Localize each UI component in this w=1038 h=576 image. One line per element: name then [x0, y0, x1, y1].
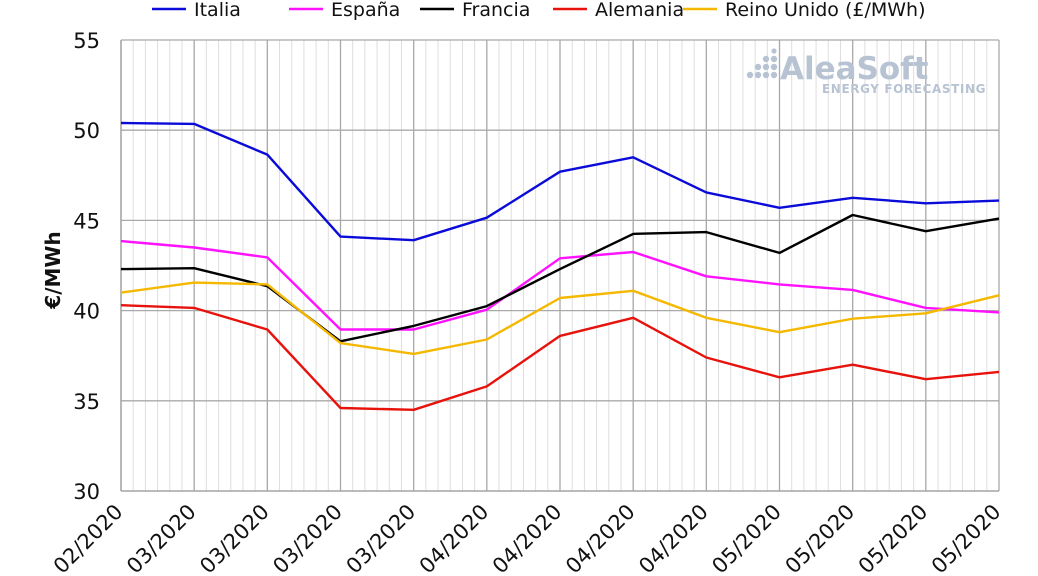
x-tick-label: 03/2020	[122, 500, 201, 576]
logo-dot	[762, 71, 770, 79]
y-tick-label: 55	[73, 29, 100, 53]
y-tick-label: 45	[73, 209, 100, 233]
logo-dot	[746, 71, 754, 79]
x-tick-label: 03/2020	[342, 500, 421, 576]
watermark-tagline: ENERGY FORECASTING	[822, 82, 986, 96]
x-tick-label: 03/2020	[195, 500, 274, 576]
legend: Italia España Francia Alemania Reino Unido (…	[152, 0, 926, 21]
logo-dot	[770, 71, 778, 79]
logo-dot	[770, 55, 778, 63]
legend-label: Reino Unido (£/MWh)	[725, 0, 926, 21]
legend-label: Alemania	[595, 0, 684, 21]
y-tick-label: 40	[73, 300, 100, 324]
x-tick-label: 05/2020	[854, 500, 933, 576]
x-tick-label: 03/2020	[268, 500, 347, 576]
aleasoft-watermark: AleaSoft ENERGY FORECASTING	[746, 48, 986, 96]
x-tick-label: 02/2020	[49, 500, 128, 576]
logo-dot	[754, 71, 762, 79]
x-tick-labels: 02/202003/202003/202003/202003/202004/20…	[49, 500, 1006, 576]
x-tick-label: 05/2020	[927, 500, 1006, 576]
x-tick-label: 05/2020	[781, 500, 860, 576]
y-tick-labels: 30 35 40 45 50 55	[73, 29, 100, 504]
logo-dot	[771, 48, 777, 54]
legend-label: Francia	[462, 0, 530, 21]
y-tick-label: 35	[73, 390, 100, 414]
logo-dot	[762, 63, 770, 71]
y-tick-label: 50	[73, 119, 100, 143]
aleasoft-logo-dots-icon	[746, 48, 778, 79]
y-axis-label: €/MWh	[41, 231, 65, 309]
logo-dot	[762, 55, 770, 63]
series-line-españa	[120, 239, 1000, 331]
legend-label: España	[331, 0, 400, 21]
axis-lines	[120, 40, 999, 492]
logo-dot	[770, 63, 778, 71]
series-line-alemania	[120, 304, 1000, 411]
y-tick-label: 30	[73, 480, 100, 504]
series-line-reino-unido-mwh	[120, 281, 1000, 356]
x-tick-label: 04/2020	[488, 500, 567, 576]
x-tick-label: 05/2020	[707, 500, 786, 576]
major-gridlines	[120, 39, 1000, 492]
x-tick-label: 04/2020	[415, 500, 494, 576]
series-layer	[120, 121, 1000, 411]
logo-dot	[754, 63, 762, 71]
watermark-brand: AleaSoft	[780, 51, 929, 87]
x-tick-label: 04/2020	[634, 500, 713, 576]
x-tick-label: 04/2020	[561, 500, 640, 576]
legend-label: Italia	[194, 0, 241, 21]
